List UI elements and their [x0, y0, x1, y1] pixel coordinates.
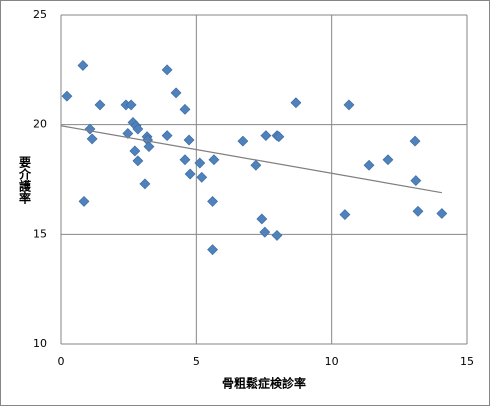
scatter-point [343, 99, 355, 111]
scatter-point [410, 175, 422, 187]
scatter-point [207, 196, 218, 207]
x-tick-label: 10 [325, 355, 339, 368]
trendline [60, 125, 442, 194]
scatter-point [94, 99, 106, 111]
scatter-point [143, 141, 155, 153]
scatter-point [125, 99, 137, 111]
scatter-point [179, 154, 191, 166]
scatter-point [129, 145, 141, 157]
scatter-point [161, 64, 173, 76]
scatter-point [194, 157, 206, 169]
x-tick-label: 0 [58, 355, 65, 368]
y-tick-label: 25 [33, 8, 47, 21]
scatter-point [183, 134, 195, 146]
y-axis-label: 要介護率 [18, 155, 32, 205]
scatter-point [184, 168, 196, 180]
scatter-point [256, 213, 268, 225]
y-tick-label: 10 [33, 337, 47, 350]
scatter-point [77, 60, 89, 71]
scatter-point [179, 103, 191, 115]
scatter-point [259, 226, 271, 238]
scatter-point [273, 131, 285, 143]
scatter-point [208, 154, 220, 166]
scatter-point [363, 159, 375, 171]
scatter-point [196, 171, 208, 183]
scatter-point [139, 178, 151, 190]
scatter-point [382, 154, 394, 166]
y-tick-label: 15 [33, 227, 47, 240]
scatter-point [132, 123, 144, 135]
scatter-point [409, 135, 421, 147]
scatter-point [170, 87, 182, 99]
scatter-point [260, 130, 272, 142]
x-tick-label: 15 [460, 355, 474, 368]
scatter-point [290, 97, 302, 109]
scatter-point [237, 135, 249, 147]
y-tick-label: 20 [33, 118, 47, 131]
scatter-point [339, 209, 351, 221]
scatter-point [161, 130, 173, 142]
x-axis-label: 骨粗鬆症検診率 [222, 376, 306, 391]
x-tick-label: 5 [193, 355, 200, 368]
scatter-point [86, 133, 98, 145]
scatter-point [412, 205, 424, 217]
scatter-point [207, 244, 218, 256]
scatter-point [250, 159, 262, 171]
scatter-point [132, 155, 144, 167]
scatter-point [436, 208, 448, 219]
scatter-point [122, 128, 134, 139]
scatter-point [78, 196, 90, 207]
scatter-point [61, 90, 73, 102]
scatter-point [271, 230, 283, 241]
